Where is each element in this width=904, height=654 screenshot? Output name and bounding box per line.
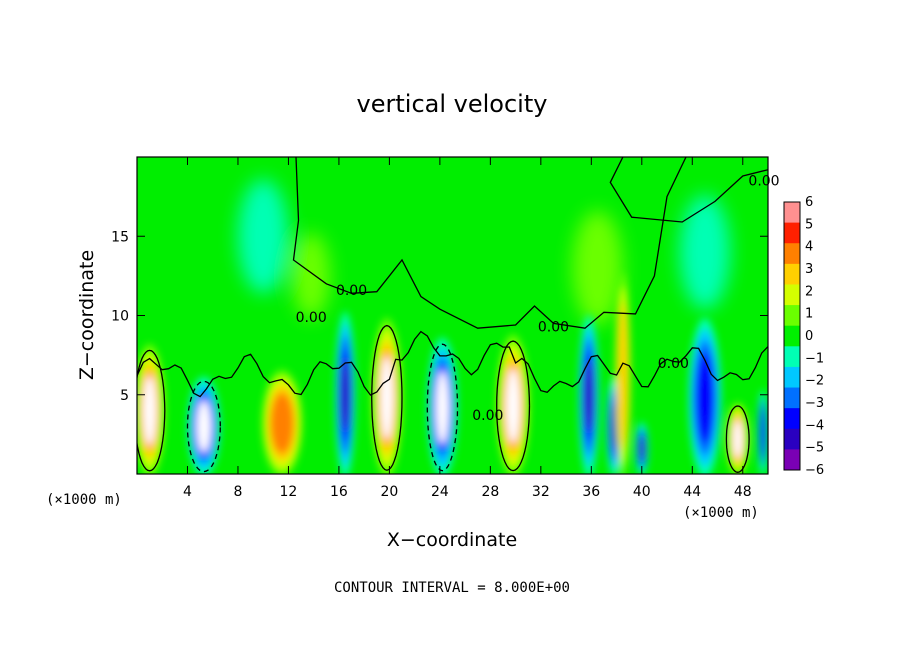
colorbar-tick-label-9: −3 — [805, 396, 824, 411]
colorbar-swatch-11 — [784, 428, 800, 450]
x-unit-label-left: (×1000 m) — [46, 492, 122, 508]
contour-interval-note: CONTOUR INTERVAL = 8.000E+00 — [334, 580, 570, 596]
colorbar-tick-label-5: 1 — [805, 307, 813, 322]
colorbar-tick-label-10: −4 — [805, 418, 824, 433]
colorbar-swatch-3 — [784, 263, 800, 285]
downdraft-cell-12 — [757, 389, 768, 474]
contour-label-1: 0.00 — [336, 283, 367, 299]
x-tick-label-9: 40 — [633, 484, 651, 500]
contour-labels: 0.00 0.00 0.00 0.00 0.00 0.00 — [296, 174, 780, 425]
zero-contour-upper — [292, 157, 687, 329]
colorbar-tick-label-1: 5 — [805, 217, 813, 232]
downdraft-cell-7 — [578, 314, 599, 474]
x-tick-label-2: 12 — [280, 484, 298, 500]
chart-title: vertical velocity — [357, 90, 548, 118]
y-tick-label-0: 5 — [120, 388, 129, 404]
colorbar-swatch-7 — [784, 346, 800, 368]
x-tick-label-5: 24 — [431, 484, 449, 500]
core-outline-3 — [426, 343, 459, 472]
core-outline-0 — [137, 349, 166, 472]
colorbar-swatch-10 — [784, 408, 800, 430]
zero-contour-main — [137, 330, 768, 398]
contour-lines-layer — [137, 157, 768, 473]
soft-anomaly-2 — [237, 179, 289, 294]
colorbar-tick-label-8: −2 — [805, 374, 824, 389]
updraft-cell-6 — [496, 334, 530, 474]
colorbar-tick-label-12: −6 — [805, 463, 824, 478]
velocity-cells-layer — [137, 272, 768, 474]
colorbar-swatch-2 — [784, 243, 800, 265]
plot-area — [137, 157, 768, 474]
downdraft-cell-3 — [335, 311, 356, 474]
colorbar-swatch-9 — [784, 387, 800, 409]
x-tick-label-1: 8 — [233, 484, 242, 500]
y-tick-label-1: 10 — [111, 309, 129, 325]
updraft-cell-11 — [726, 402, 750, 474]
updraft-cell-0 — [137, 344, 165, 474]
soft-anomaly-1 — [572, 210, 623, 326]
core-outline-2 — [371, 324, 403, 471]
zero-contour-top-right — [609, 157, 768, 223]
updraft-cell-2 — [261, 370, 303, 474]
contour-label-3: 0.00 — [538, 319, 569, 335]
y-axis-label: Z−coordinate — [76, 250, 98, 380]
x-tick-label-10: 44 — [683, 484, 701, 500]
downdraft-cell-10 — [688, 318, 722, 474]
contour-label-0: 0.00 — [748, 174, 779, 190]
x-unit-label-right: (×1000 m) — [683, 505, 759, 521]
colorbar-swatch-1 — [784, 222, 800, 244]
updraft-cell-4 — [371, 318, 403, 474]
x-tick-label-4: 20 — [380, 484, 398, 500]
contour-label-5: 0.00 — [472, 408, 503, 424]
core-outline-4 — [496, 340, 531, 472]
colorbar-frame — [783, 201, 801, 471]
soft-anomaly-0 — [292, 233, 331, 319]
downdraft-cell-1 — [187, 376, 221, 474]
y-tick-label-2: 15 — [111, 229, 129, 245]
downdraft-cell-5 — [427, 337, 458, 474]
x-tick-label-7: 32 — [532, 484, 550, 500]
contour-label-2: 0.00 — [296, 310, 327, 326]
x-axis-ticks: 4 8 12 16 20 24 28 32 36 40 44 48 — [183, 157, 752, 500]
colorbar-tick-label-0: 6 — [805, 195, 813, 210]
colorbar-tick-label-4: 2 — [805, 284, 813, 299]
contour-label-4: 0.00 — [658, 356, 689, 372]
colorbar-swatch-6 — [784, 325, 800, 347]
x-tick-label-3: 16 — [330, 484, 348, 500]
colorbar-swatch-8 — [784, 366, 800, 389]
downdraft-cell-9 — [635, 422, 649, 474]
x-tick-label-0: 4 — [183, 484, 192, 500]
colorbar-tick-label-2: 4 — [805, 240, 813, 255]
core-outline-1 — [186, 380, 221, 473]
colorbar-tick-label-3: 3 — [805, 262, 813, 277]
soft-anomaly-3 — [679, 195, 731, 310]
colorbar-tick-label-11: −5 — [805, 441, 824, 456]
y-axis-ticks: 5 10 15 — [111, 229, 768, 404]
colorbar: 6 5 4 3 2 1 0 −1 −2 −3 −4 −5 −6 — [783, 195, 824, 478]
x-tick-label-6: 28 — [481, 484, 499, 500]
x-axis-label: X−coordinate — [387, 529, 517, 551]
colorbar-swatch-4 — [784, 284, 800, 306]
x-tick-label-11: 48 — [734, 484, 752, 500]
soft-shading-layer — [237, 179, 731, 326]
colorbar-swatch-0 — [784, 202, 800, 224]
colorbar-swatch-12 — [784, 449, 800, 471]
colorbar-swatch-5 — [784, 305, 800, 327]
x-tick-label-8: 36 — [582, 484, 600, 500]
updraft-cell-13 — [615, 272, 631, 474]
core-outline-5 — [725, 405, 750, 473]
colorbar-tick-label-7: −1 — [805, 351, 824, 366]
colorbar-tick-label-6: 0 — [805, 329, 813, 344]
